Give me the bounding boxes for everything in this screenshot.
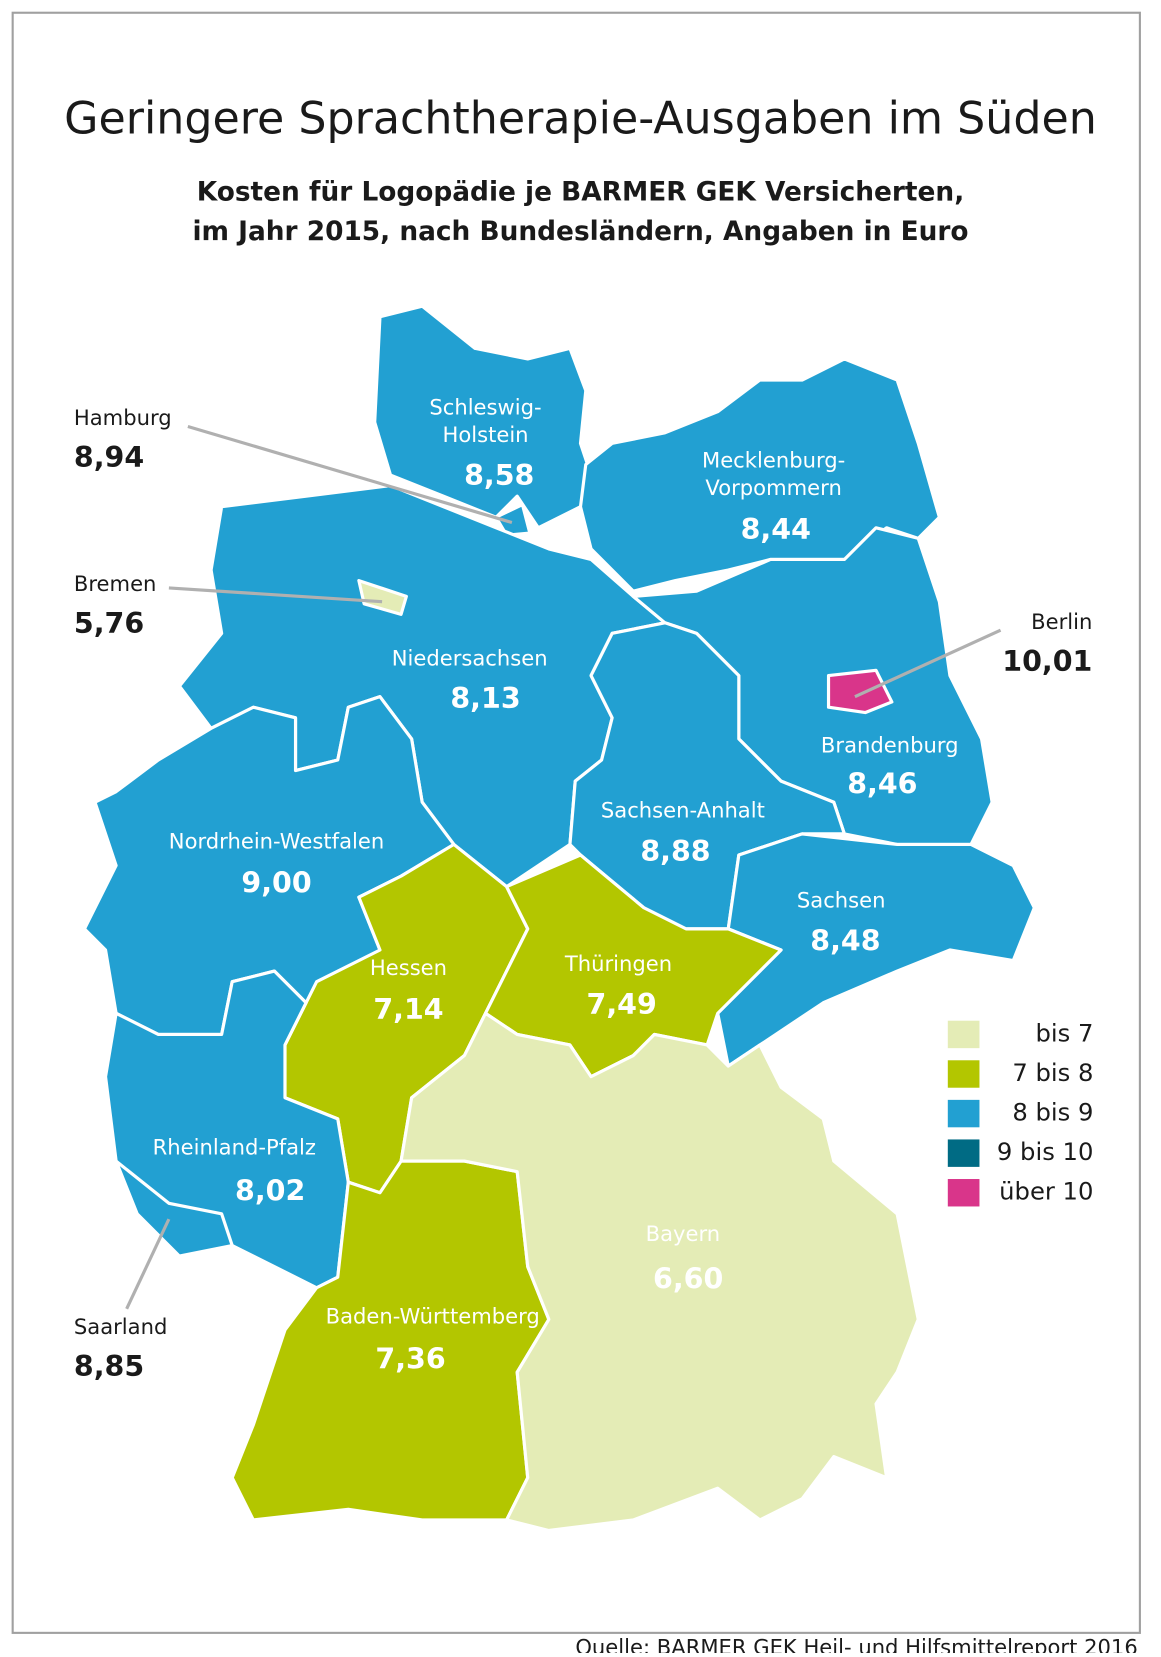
region-value: 8,85 [74, 1350, 144, 1383]
region-name: Holstein [442, 422, 528, 447]
legend-label: 8 bis 9 [1012, 1098, 1093, 1127]
region-value: 8,94 [74, 441, 144, 474]
title: Geringere Sprachtherapie-Ausgaben im Süd… [64, 93, 1097, 144]
legend-swatch [947, 1139, 980, 1167]
region-name: Rheinland-Pfalz [153, 1134, 316, 1159]
region-name: Bremen [74, 571, 157, 596]
legend-label: über 10 [999, 1177, 1093, 1206]
legend-swatch [947, 1060, 980, 1088]
region-name: Saarland [74, 1314, 167, 1339]
subtitle: Kosten für Logopädie je BARMER GEK Versi… [197, 178, 964, 208]
region-value: 8,48 [810, 925, 880, 958]
region-name: Schleswig- [429, 395, 541, 420]
legend-label: bis 7 [1035, 1018, 1093, 1047]
region-value: 7,14 [373, 993, 443, 1026]
region [578, 357, 941, 593]
legend-label: 9 bis 10 [997, 1137, 1094, 1166]
region-name: Niedersachsen [392, 646, 548, 671]
labels: Schleswig-Holstein 8,58 Hamburg 8,94 Mecklen… [74, 395, 1093, 1383]
region-value: 7,49 [587, 988, 657, 1021]
callout-line [125, 1218, 171, 1310]
region-value: 8,88 [640, 835, 710, 868]
region-name: Mecklenburg- [702, 447, 845, 472]
region-name: Nordrhein-Westfalen [169, 828, 384, 853]
region-name: Bayern [646, 1221, 721, 1246]
legend-swatch [947, 1099, 980, 1128]
subtitle: im Jahr 2015, nach Bundesländern, Angabe… [192, 217, 968, 247]
legend-swatch [947, 1179, 980, 1207]
region-value: 7,36 [375, 1343, 445, 1376]
region-name: Vorpommern [705, 475, 841, 500]
region-value: 8,58 [464, 459, 534, 492]
region-value: 8,44 [741, 513, 811, 546]
region-value: 6,60 [653, 1262, 723, 1295]
region-value: 10,01 [1002, 645, 1092, 678]
region-value: 8,46 [847, 767, 917, 800]
region-value: 8,13 [450, 682, 520, 715]
regions [82, 304, 1036, 1533]
region [357, 578, 408, 616]
callout-line [187, 424, 513, 525]
legend-label: 7 bis 8 [1012, 1058, 1093, 1087]
region-value: 8,02 [235, 1175, 305, 1208]
legend-swatch [947, 1020, 980, 1049]
region-name: Sachsen-Anhalt [601, 798, 765, 823]
region-name: Hessen [370, 955, 447, 980]
legend: bis 7 7 bis 8 8 bis 9 9 bis 10 über 10 [947, 1018, 1094, 1207]
region-value: 5,76 [74, 607, 144, 640]
callout-line [854, 628, 1002, 699]
source: Quelle: BARMER GEK Heil- und Hilfsmittel… [575, 1635, 1137, 1653]
region [114, 1159, 234, 1258]
frame [11, 11, 1141, 1634]
region [826, 668, 894, 715]
region-name: Berlin [1031, 609, 1092, 634]
region-name: Thüringen [564, 951, 672, 976]
region [399, 1011, 920, 1533]
region-name: Sachsen [797, 887, 886, 912]
region-name: Baden-Württemberg [326, 1303, 540, 1328]
region-name: Brandenburg [821, 732, 959, 757]
region-name: Hamburg [74, 405, 172, 430]
callout-line [168, 586, 383, 604]
region-value: 9,00 [241, 867, 311, 900]
